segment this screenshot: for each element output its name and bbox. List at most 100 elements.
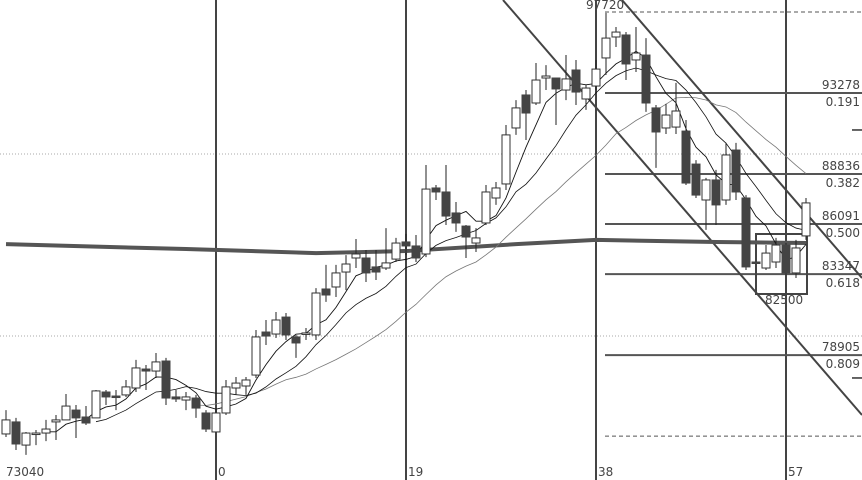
bearish-candle [741,197,751,268]
bearish-candle [621,34,631,65]
bearish-candle [751,261,761,264]
bullish-candle [481,191,491,224]
bearish-candle [731,149,741,193]
box-low-label: 82500 [765,293,804,307]
fib-ratio-label: 0.191 [825,94,860,109]
bearish-candle [401,241,411,247]
channel-lower-line [502,0,862,416]
bullish-candle [351,253,361,259]
bearish-candle [411,245,421,259]
bullish-candle [251,336,261,376]
bullish-candle [701,179,711,201]
fib-price-label: 88836 [821,158,860,173]
high-price-label: 97720 [586,0,625,12]
bullish-candle [611,31,621,38]
bearish-candle [371,266,381,273]
bullish-candle [721,154,731,201]
bearish-candle [191,397,201,409]
fib-ratio-label: 0.809 [825,357,860,372]
bearish-candle [361,257,371,274]
bearish-candle [101,391,111,398]
bullish-candle [91,390,101,419]
bullish-candle [211,412,221,433]
fib-ratio-label: 0.500 [825,226,860,241]
bearish-candle [141,368,151,372]
bullish-candle [601,37,611,59]
bullish-candle [791,247,801,274]
bearish-candle [521,94,531,114]
bullish-candle [421,188,431,255]
channel-upper-line [621,0,862,279]
bullish-candle [591,68,601,87]
fib-price-label: 86091 [821,209,860,224]
bearish-candle [451,212,461,224]
bullish-candle [471,237,481,244]
fib-ratio-label: 0.618 [825,276,860,291]
bullish-candle [131,367,141,389]
bullish-candle [391,242,401,260]
bearish-candle [71,409,81,419]
bullish-candle [121,386,131,396]
bearish-candle [651,107,661,133]
ma20-line [195,97,807,406]
fib-price-label: 83347 [821,259,860,274]
bullish-candle [541,75,551,79]
x-tick-label: 38 [598,465,614,479]
bullish-candle [231,382,241,389]
bullish-candle [151,361,161,372]
bullish-candle [661,114,671,129]
bearish-candle [111,395,121,399]
bullish-candle [531,79,541,104]
bearish-candle [691,163,701,196]
bearish-candle [171,396,181,400]
bullish-candle [381,262,391,269]
bullish-candle [21,432,31,446]
thick-moving-average-line [5,237,807,256]
bearish-candle [641,54,651,104]
bearish-candle [711,179,721,206]
bearish-candle [261,331,271,337]
bullish-candle [31,432,41,436]
bearish-candle [281,316,291,336]
fib-price-label: 78905 [821,340,860,355]
x-tick-label: 0 [218,465,226,479]
bearish-candle [161,360,171,399]
bearish-candle [321,288,331,296]
bullish-candle [221,386,231,414]
bullish-candle [331,272,341,288]
bullish-candle [311,292,321,336]
bearish-candle [201,412,211,430]
fib-ratio-label: 0.382 [825,175,860,190]
bearish-candle [551,77,561,90]
bullish-candle [271,319,281,335]
bullish-candle [801,202,811,237]
bearish-candle [461,225,471,238]
x-tick-label: 57 [788,465,804,479]
bullish-candle [61,405,71,421]
bullish-candle [631,52,641,61]
bearish-candle [781,244,791,274]
bullish-candle [671,110,681,128]
bullish-candle [581,87,591,100]
bullish-candle [341,263,351,273]
fib-price-label: 93278 [821,77,860,92]
bearish-candle [81,416,91,424]
bullish-candle [41,428,51,434]
bearish-candle [11,421,21,445]
bearish-candle [681,130,691,184]
bullish-candle [51,419,61,423]
bullish-candle [771,244,781,263]
bullish-candle [1,419,11,435]
bearish-candle [571,69,581,93]
bearish-candle [431,187,441,193]
corner-price-label: 73040 [6,465,45,479]
bullish-candle [501,134,511,185]
bullish-candle [761,252,771,269]
bullish-candle [301,332,311,335]
bearish-candle [441,191,451,217]
x-tick-label: 19 [408,465,424,479]
bullish-candle [181,396,191,401]
bullish-candle [511,107,521,129]
bearish-candle [291,336,301,344]
